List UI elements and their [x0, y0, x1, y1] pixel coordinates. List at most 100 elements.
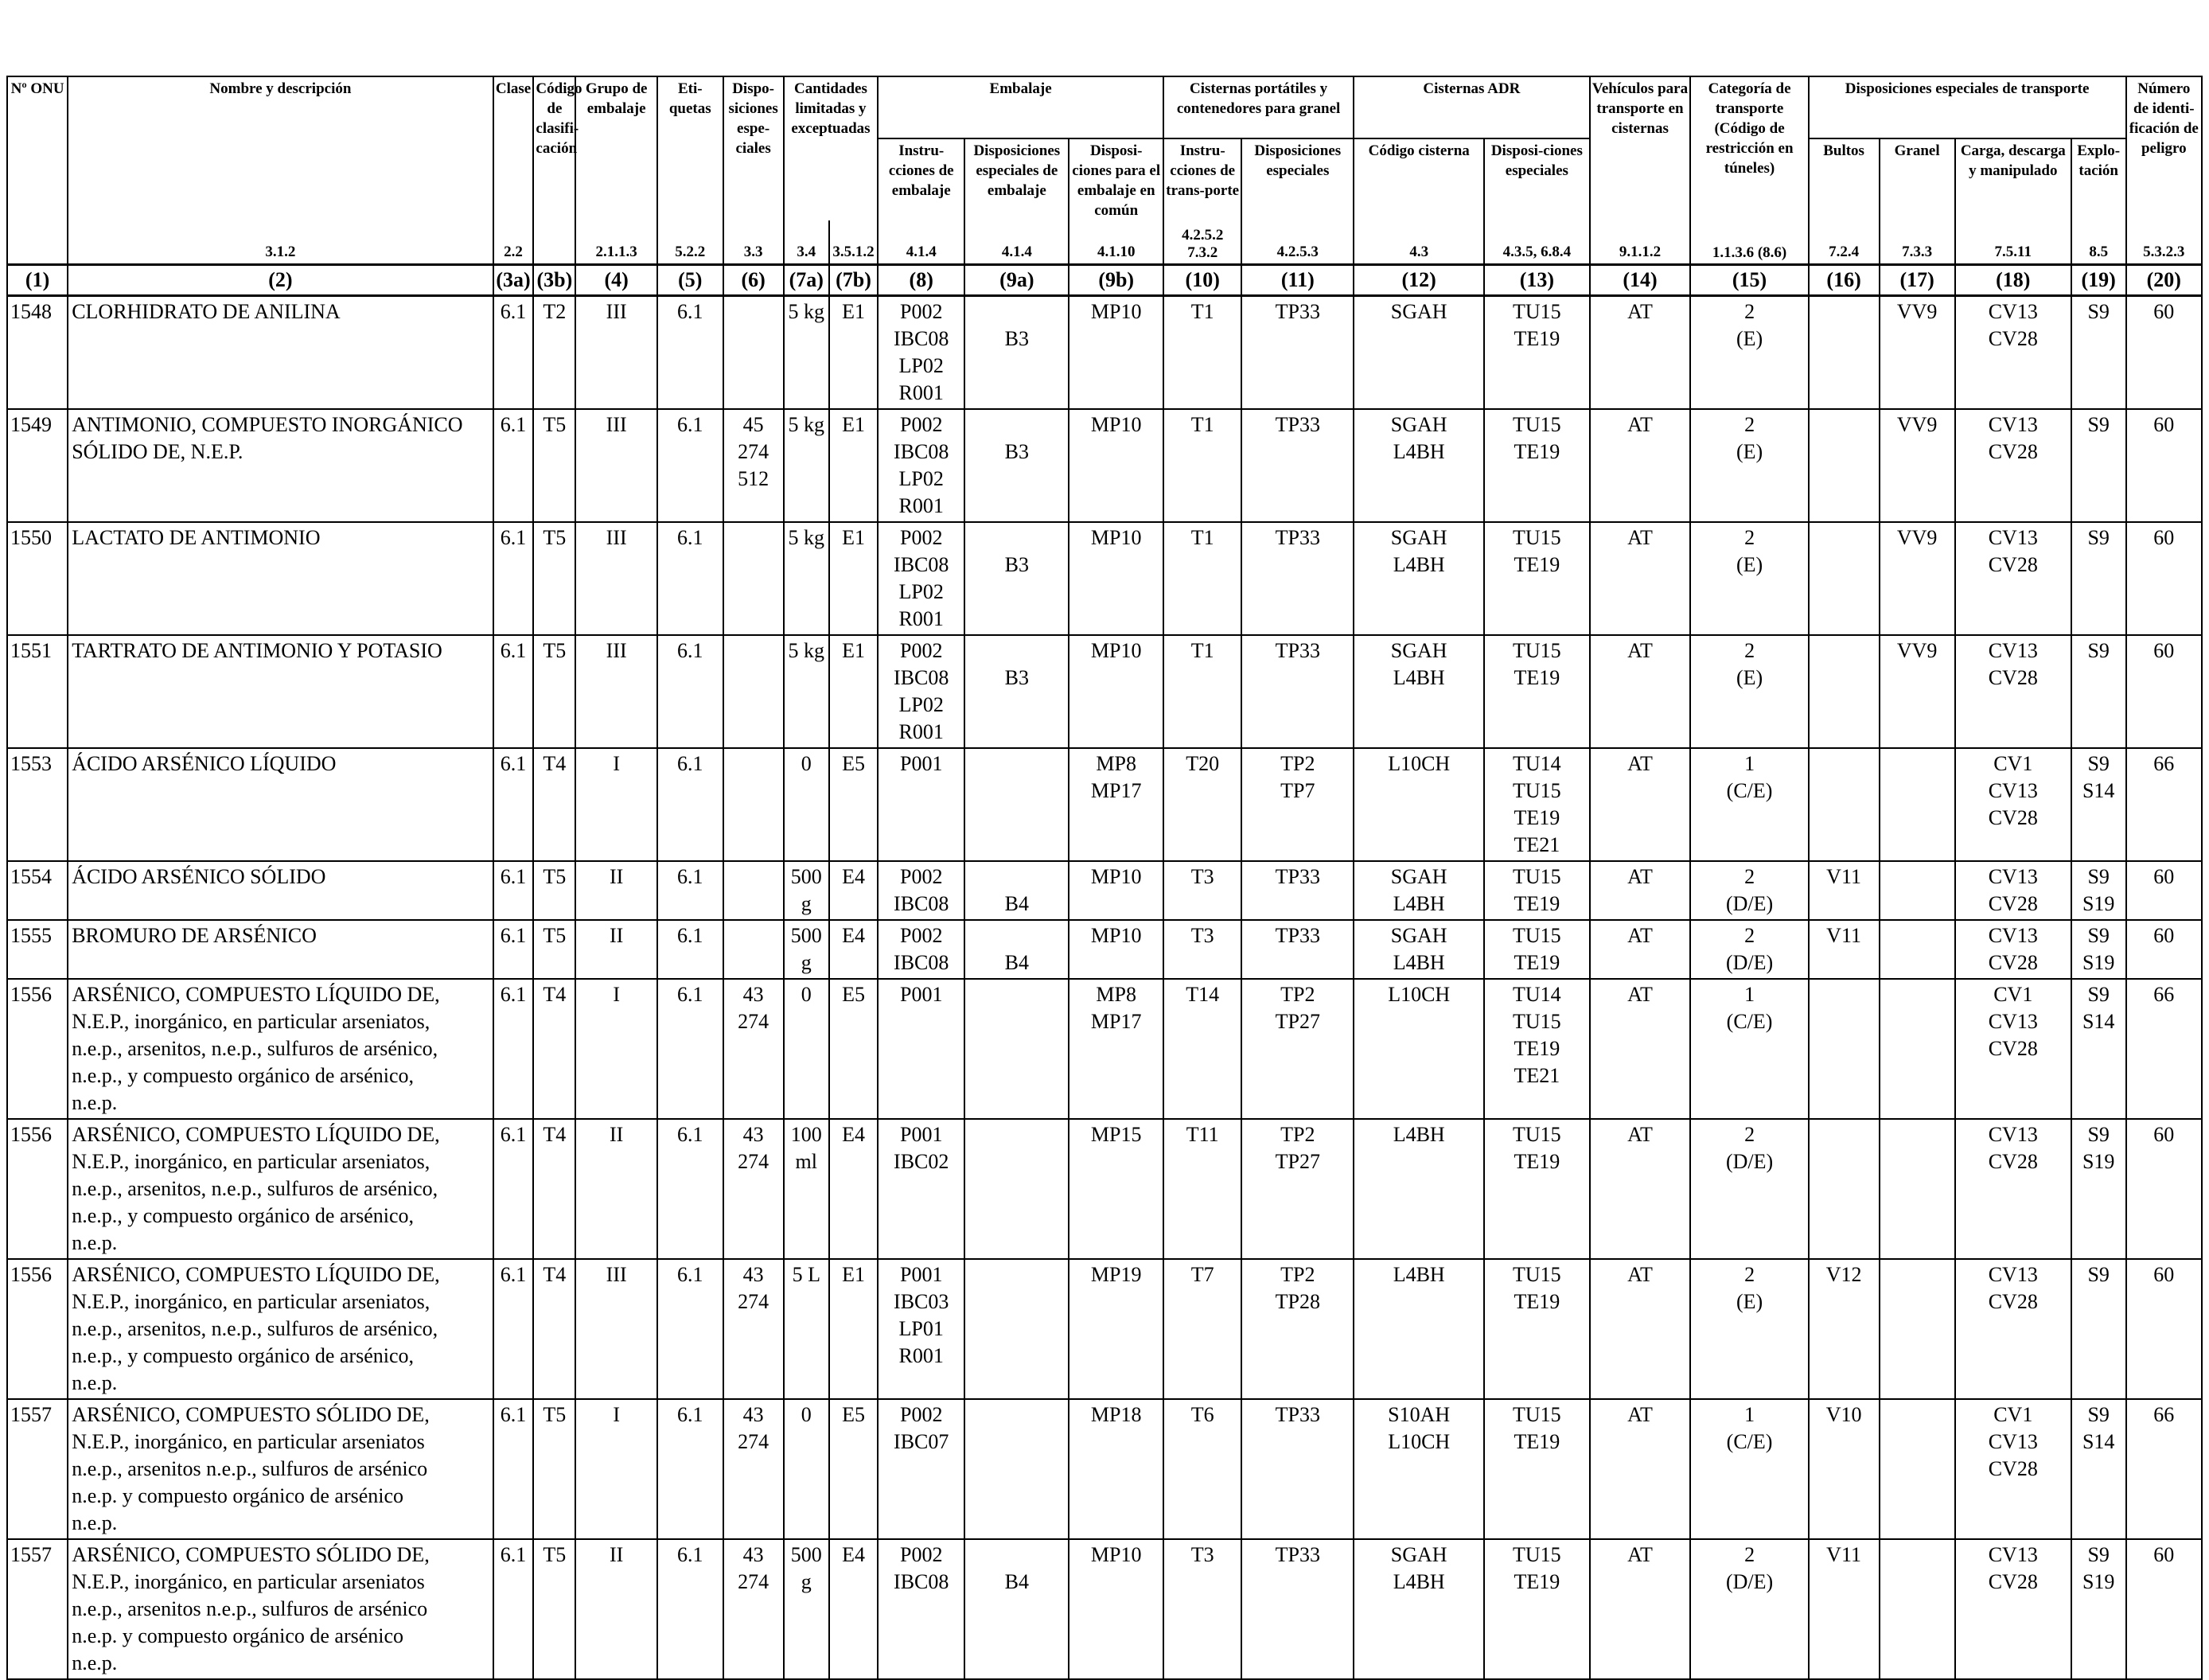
cell-numero-peligro: 66 — [2125, 978, 2203, 1120]
cell-line: ARSÉNICO, COMPUESTO LÍQUIDO DE, — [72, 1263, 440, 1286]
cell-line: CV1 — [1993, 752, 2033, 775]
cell-embalaje-comun: MP10 — [1068, 919, 1164, 980]
cell-line: ARSÉNICO, COMPUESTO SÓLIDO DE, — [72, 1403, 430, 1426]
cell-onu: 1553 — [6, 747, 69, 862]
ref-12: 4.3 — [1353, 220, 1486, 266]
cell-bultos — [1807, 747, 1880, 862]
cell-embalaje-comun: MP10 — [1068, 860, 1164, 921]
colnum: (5) — [656, 263, 724, 297]
cell-disp-cisterna-adr: TU15 TE19 — [1483, 1538, 1591, 1680]
header-vehiculos: Vehículos para transporte en cisternas — [1588, 76, 1692, 220]
cell-line: 500 — [790, 924, 822, 947]
cell-line: CV28 — [1988, 892, 2038, 915]
cell-line: TP28 — [1275, 1290, 1320, 1313]
cell-etiquetas: 6.1 — [656, 978, 724, 1120]
cell-line: CV28 — [1988, 806, 2038, 829]
cell-disp-embalaje: B3 — [964, 294, 1070, 410]
cell-line: P002 — [899, 526, 943, 549]
cell-line: LP02 — [898, 467, 944, 490]
cell-line: S19 — [2082, 892, 2115, 915]
cell-line — [967, 524, 1066, 552]
header-clase: Clase — [492, 76, 535, 220]
cell-line: TU15 — [1513, 1010, 1561, 1033]
cell-line: 45 — [742, 413, 764, 436]
cell-cantidad-limitada: 500 g — [782, 919, 830, 980]
cell-line: n.e.p., arsenitos, n.e.p., sulfuros de a… — [72, 1317, 438, 1340]
cell-explotacion: S9 S19 — [2070, 919, 2127, 980]
ref-18: 7.5.11 — [1954, 220, 2072, 266]
cell-disposiciones: 43 274 — [722, 1398, 785, 1540]
cell-numero-peligro: 60 — [2125, 860, 2203, 921]
cell-onu: 1549 — [6, 408, 69, 523]
ref-2: 3.1.2 — [67, 220, 494, 266]
header-sub-12: Código cisterna — [1353, 138, 1486, 220]
ref-5: 5.2.2 — [656, 220, 724, 266]
cell-line: IBC08 — [894, 327, 949, 350]
cell-codigo: T4 — [532, 747, 577, 862]
header-disposiciones-transporte: Disposiciones especiales de transporte — [1807, 76, 2127, 139]
cell-line: 500 — [790, 1543, 822, 1566]
cell-line: SGAH — [1390, 413, 1447, 436]
header-sub-11: Disposiciones especiales — [1241, 138, 1355, 220]
cell-line: N.E.P., inorgánico, en particular arseni… — [72, 1430, 425, 1453]
colnum: (7a) — [782, 263, 830, 297]
cell-line: N.E.P., inorgánico, en particular arseni… — [72, 1150, 431, 1173]
cell-line: n.e.p., arsenitos n.e.p., sulfuros de ar… — [72, 1597, 428, 1620]
cell-bultos — [1807, 294, 1880, 410]
ref-9a: 4.1.4 — [964, 220, 1070, 266]
colnum: (16) — [1807, 263, 1880, 297]
cell-categoria-transporte: 2 (E) — [1689, 634, 1810, 749]
cell-numero-peligro: 60 — [2125, 1258, 2203, 1400]
cell-onu: 1551 — [6, 634, 69, 749]
cell-line: TU14 — [1513, 983, 1561, 1006]
colnum: (9b) — [1068, 263, 1164, 297]
cell-codigo-cisterna: L10CH — [1353, 978, 1486, 1120]
cell-etiquetas: 6.1 — [656, 919, 724, 980]
cell-carga-descarga: CV13 CV28 — [1954, 521, 2072, 636]
colnum: (1) — [6, 263, 69, 297]
cell-numero-peligro: 60 — [2125, 1538, 2203, 1680]
ref-20: 5.3.2.3 — [2125, 220, 2203, 266]
cell-disposiciones — [722, 860, 785, 921]
cell-line: N.E.P., inorgánico, en particular arseni… — [72, 1010, 431, 1033]
cell-line: TE19 — [1514, 951, 1560, 974]
cell-name: LACTATO DE ANTIMONIO — [67, 521, 494, 636]
cell-cantidad-exceptuada: E1 — [828, 634, 879, 749]
cell-codigo: T5 — [532, 1538, 577, 1680]
cell-etiquetas: 6.1 — [656, 521, 724, 636]
cell-disp-cisterna: TP2 TP7 — [1241, 747, 1355, 862]
cell-disp-cisterna-adr: TU15 TE19 — [1483, 919, 1591, 980]
cell-line: S9 — [2087, 865, 2110, 888]
cell-categoria-transporte: 2 (D/E) — [1689, 1538, 1810, 1680]
cell-codigo-cisterna: SGAH L4BH — [1353, 521, 1486, 636]
cell-instrucciones-embalaje: P002 IBC08 LP02 R001 — [877, 408, 966, 523]
cell-line: SGAH — [1390, 526, 1447, 549]
cell-line: 2 — [1744, 1543, 1755, 1566]
header-name: Nombre y descripción — [67, 76, 494, 220]
cell-etiquetas: 6.1 — [656, 1118, 724, 1260]
cell-granel — [1878, 860, 1956, 921]
cell-line: 1 — [1744, 983, 1755, 1006]
cell-embalaje-comun: MP15 — [1068, 1118, 1164, 1260]
header-disposiciones: Dispo-siciones espe-ciales — [722, 76, 785, 220]
cell-instrucciones-cisterna: T6 — [1162, 1398, 1243, 1540]
cell-grupo: II — [575, 919, 658, 980]
table-row: 1550 LACTATO DE ANTIMONIO 6.1 T5 III 6.1 5 kg E… — [6, 521, 2203, 636]
cell-name: BROMURO DE ARSÉNICO — [67, 919, 494, 980]
cell-codigo: T5 — [532, 919, 577, 980]
cell-onu: 1555 — [6, 919, 69, 980]
cell-line: 43 — [742, 1403, 764, 1426]
cell-line: TP27 — [1275, 1010, 1320, 1033]
cell-codigo: T5 — [532, 1398, 577, 1540]
cell-line: R001 — [898, 720, 944, 743]
cell-cantidad-exceptuada: E5 — [828, 978, 879, 1120]
cell-line: CV28 — [1988, 1570, 2038, 1593]
cell-line: TP7 — [1280, 779, 1315, 802]
cell-instrucciones-cisterna: T1 — [1162, 294, 1243, 410]
cell-codigo-cisterna: L4BH — [1353, 1118, 1486, 1260]
cell-disp-cisterna: TP33 — [1241, 294, 1355, 410]
header-sub-18: Carga, descarga y manipulado — [1954, 138, 2072, 220]
cell-cantidad-exceptuada: E4 — [828, 919, 879, 980]
cell-line — [967, 298, 1066, 325]
cell-clase: 6.1 — [492, 978, 535, 1120]
